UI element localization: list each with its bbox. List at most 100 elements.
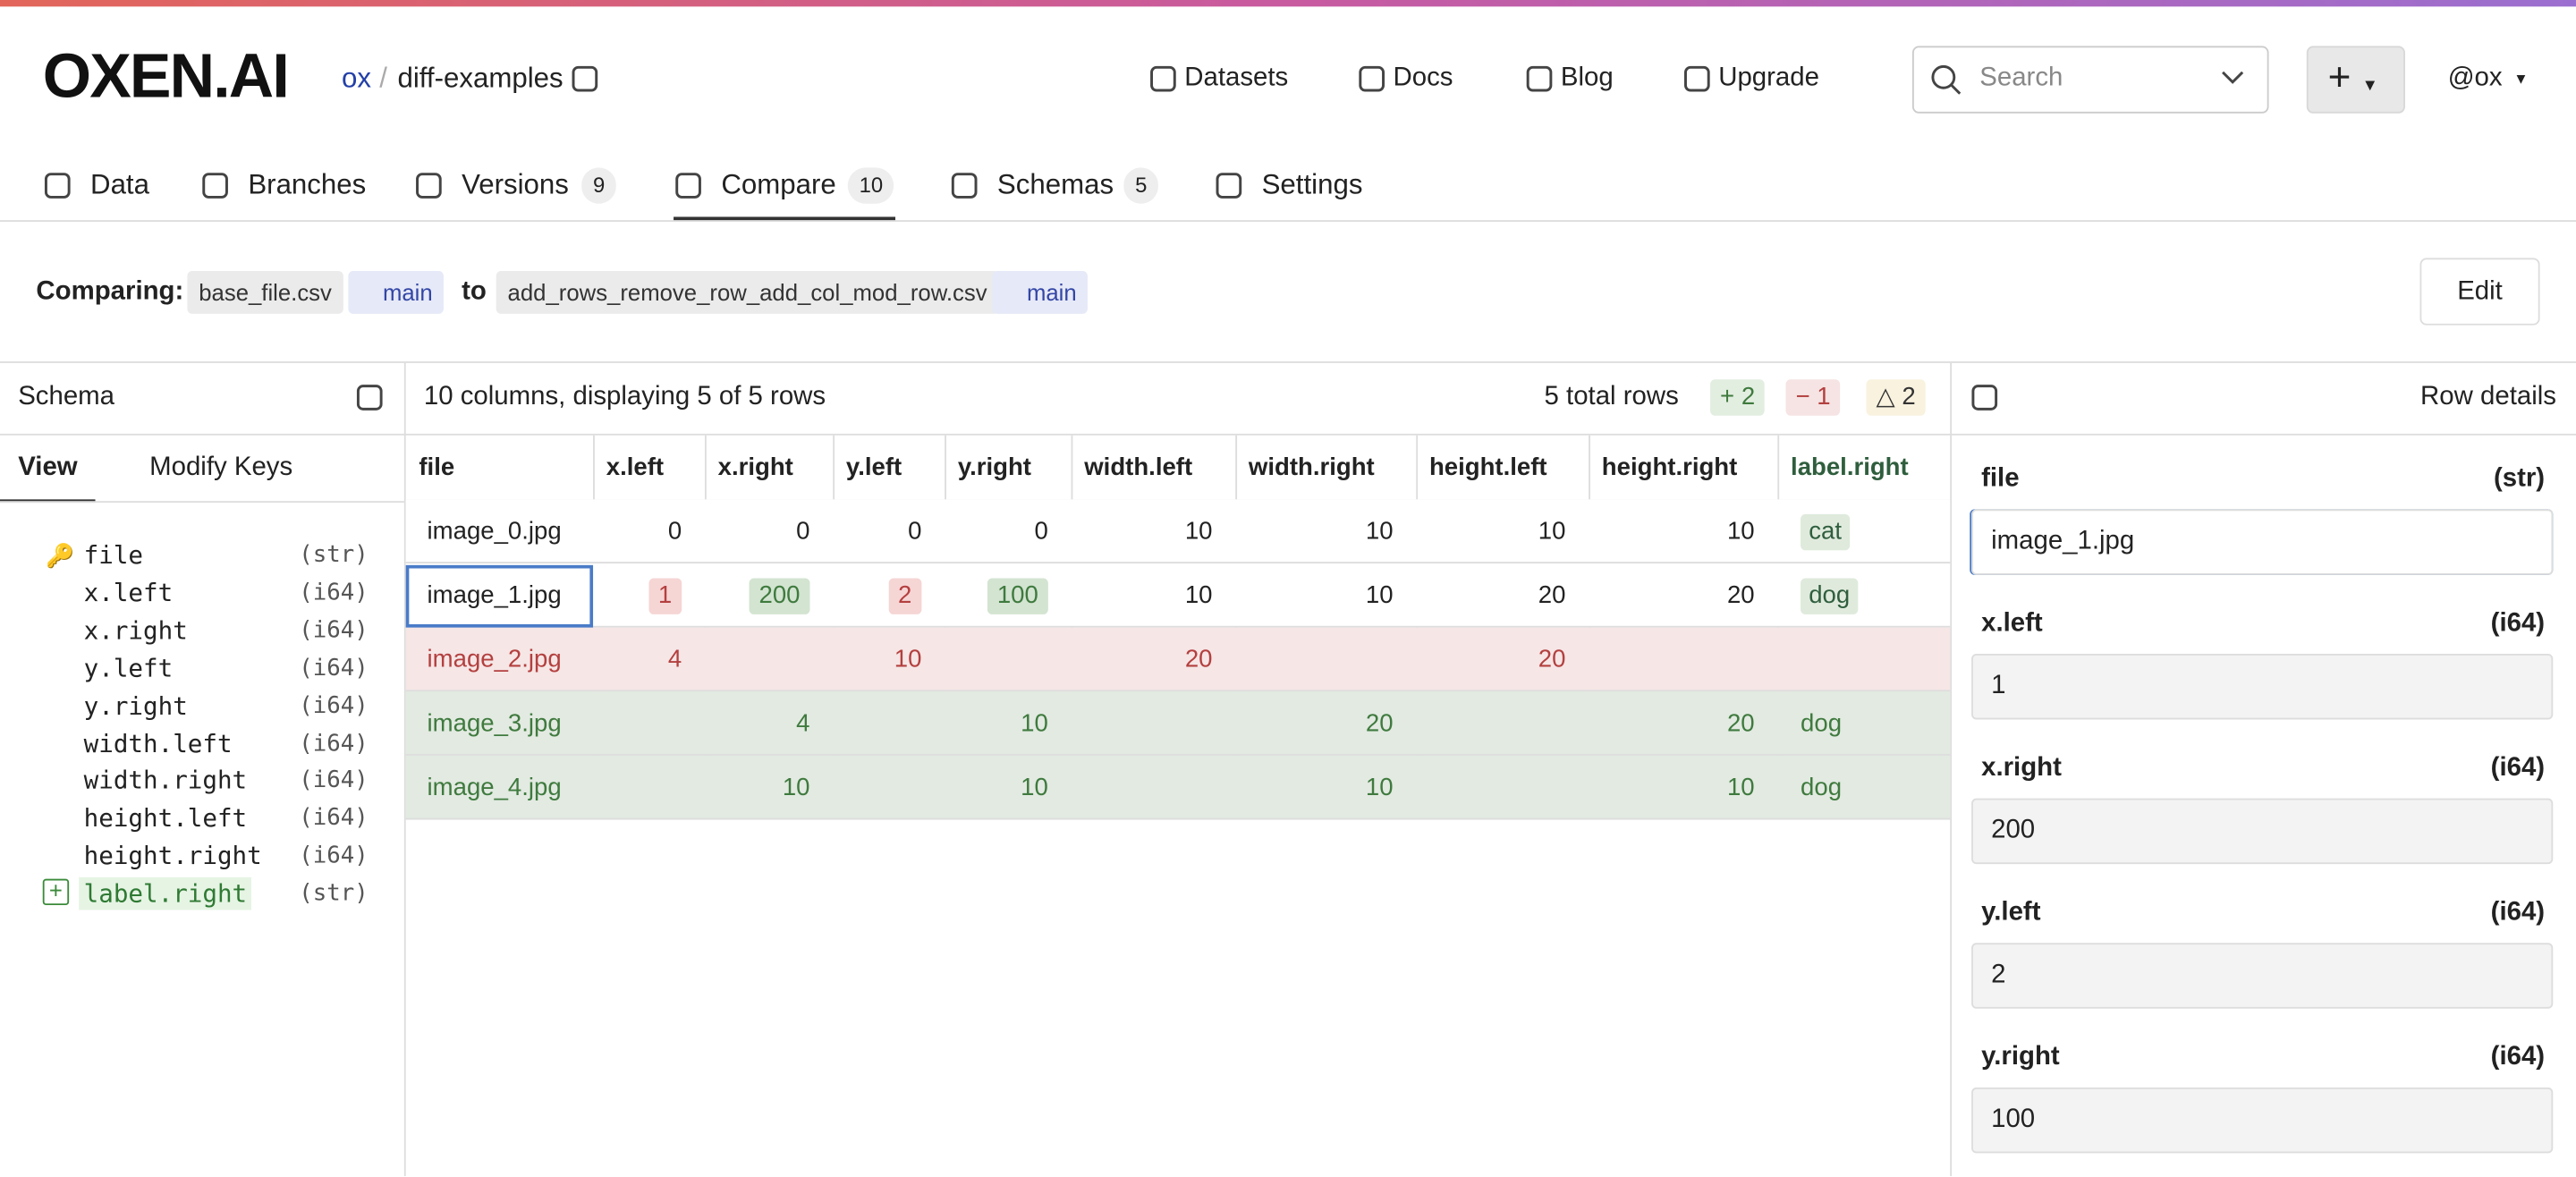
table-cell[interactable]: image_4.jpg [427, 773, 562, 801]
table-cell[interactable]: dog [1801, 708, 1843, 737]
chip: main [348, 271, 445, 314]
table-cell[interactable]: 10 [1021, 773, 1048, 801]
table-cell[interactable]: 100 [987, 577, 1048, 614]
detail-input[interactable]: 100 [1971, 1087, 2554, 1154]
schema-tab[interactable]: Modify Keys [149, 453, 293, 482]
field-name: x.left [83, 578, 174, 608]
field-name: label.right [79, 876, 252, 910]
column-header: x.right [717, 453, 793, 482]
table-cell[interactable]: 0 [908, 516, 922, 545]
table-cell[interactable]: 10 [1726, 773, 1755, 801]
nav-link[interactable]: Blog [1560, 64, 1614, 92]
table-cell[interactable]: 10 [1538, 516, 1566, 545]
table-cell[interactable]: 4 [667, 644, 682, 673]
table-cell[interactable]: 20 [1184, 644, 1213, 673]
icon [1526, 65, 1553, 92]
icon [356, 385, 383, 411]
table-cell[interactable]: 20 [1538, 580, 1566, 609]
field-type: (str) [299, 542, 369, 569]
detail-type: (i64) [2490, 1043, 2546, 1071]
table-cell[interactable]: 4 [796, 708, 810, 737]
table-cell[interactable]: 0 [667, 516, 682, 545]
table-cell[interactable]: 10 [1365, 580, 1394, 609]
chip: base_file.csv [187, 271, 343, 314]
field-type: (i64) [299, 843, 369, 869]
divider [0, 220, 2576, 222]
tab[interactable]: Data [90, 169, 149, 201]
detail-label: y.left [1981, 898, 2041, 927]
tab[interactable]: Settings [1261, 169, 1363, 201]
divider [0, 501, 404, 504]
field-type: (i64) [299, 655, 369, 682]
caret: ▼ [2513, 70, 2529, 88]
table-cell[interactable]: image_2.jpg [427, 644, 562, 673]
column-header: height.right [1601, 453, 1738, 482]
edit-button[interactable] [2419, 258, 2540, 326]
icon [1150, 65, 1176, 92]
diff-badge: △ 2 [1866, 379, 1926, 416]
table-cell[interactable]: image_3.jpg [427, 708, 562, 737]
table-cell[interactable]: 10 [1184, 580, 1213, 609]
table-cell[interactable]: 10 [894, 644, 922, 673]
field-type: (i64) [299, 617, 369, 644]
table-cell[interactable]: image_1.jpg [427, 580, 562, 609]
table-cell[interactable]: 0 [796, 516, 810, 545]
table-cell[interactable]: 1 [648, 577, 682, 614]
table-cell[interactable]: 20 [1365, 708, 1394, 737]
table-cell[interactable]: cat [1801, 512, 1851, 550]
detail-input[interactable]: 1 [1971, 654, 2554, 720]
table-cell[interactable]: 10 [1184, 516, 1213, 545]
nav-link[interactable]: Docs [1393, 64, 1453, 92]
column-header: height.left [1428, 453, 1547, 482]
table-row [405, 755, 1951, 820]
divider [0, 433, 2576, 436]
column-header: y.left [845, 453, 902, 482]
table-cell[interactable]: image_0.jpg [427, 516, 562, 545]
owner-link[interactable]: ox [342, 62, 372, 94]
field-name: x.right [83, 615, 188, 646]
tab-count: 5 [1123, 167, 1159, 204]
nav-link[interactable]: Datasets [1184, 64, 1289, 92]
detail-input[interactable]: image_1.jpg [1971, 509, 2554, 575]
user-menu[interactable]: @ox [2447, 64, 2503, 92]
column-header: width.left [1084, 453, 1193, 482]
table-cell[interactable]: 200 [749, 577, 810, 614]
table-cell[interactable]: 10 [1726, 516, 1755, 545]
column-header: width.right [1248, 453, 1375, 482]
search-box[interactable] [1911, 46, 2269, 114]
table-cell[interactable]: dog [1801, 577, 1859, 614]
tab-count: 9 [581, 167, 617, 204]
diff-count: 2 [1902, 382, 1916, 411]
table-cell[interactable]: dog [1801, 773, 1843, 801]
icon [1216, 173, 1242, 199]
table-cell[interactable]: 20 [1726, 580, 1755, 609]
top-bar [0, 0, 2576, 7]
diff-count: 1 [1817, 382, 1831, 411]
detail-input[interactable]: 2 [1971, 943, 2554, 1009]
schema-tab[interactable]: View [18, 453, 78, 482]
tab[interactable]: Branches [248, 169, 367, 201]
table-row [405, 563, 1951, 628]
table-cell[interactable]: 2 [888, 577, 922, 614]
repo-link[interactable]: diff-examples [397, 62, 564, 94]
tab[interactable]: Schemas [996, 169, 1114, 201]
table-cell[interactable]: 20 [1726, 708, 1755, 737]
table-cell[interactable]: 10 [1365, 773, 1394, 801]
nav-link[interactable]: Upgrade [1718, 64, 1819, 92]
table-cell[interactable]: 0 [1034, 516, 1048, 545]
new-button[interactable]: + ▼ [2306, 46, 2405, 114]
field-type: (i64) [299, 730, 369, 757]
icon [44, 173, 71, 199]
icon [1971, 385, 1998, 411]
detail-type: (str) [2493, 464, 2546, 494]
tab[interactable]: Versions [462, 169, 569, 201]
table-cell[interactable]: 10 [782, 773, 810, 801]
detail-input[interactable]: 200 [1971, 798, 2554, 865]
chip: add_rows_remove_row_add_col_mod_row.csv [496, 271, 999, 314]
table-cell[interactable]: 20 [1538, 644, 1566, 673]
divider [1950, 362, 1953, 1177]
field-name: height.left [83, 803, 248, 834]
tab[interactable]: Compare [721, 169, 836, 201]
table-cell[interactable]: 10 [1021, 708, 1048, 737]
table-cell[interactable]: 10 [1365, 516, 1394, 545]
